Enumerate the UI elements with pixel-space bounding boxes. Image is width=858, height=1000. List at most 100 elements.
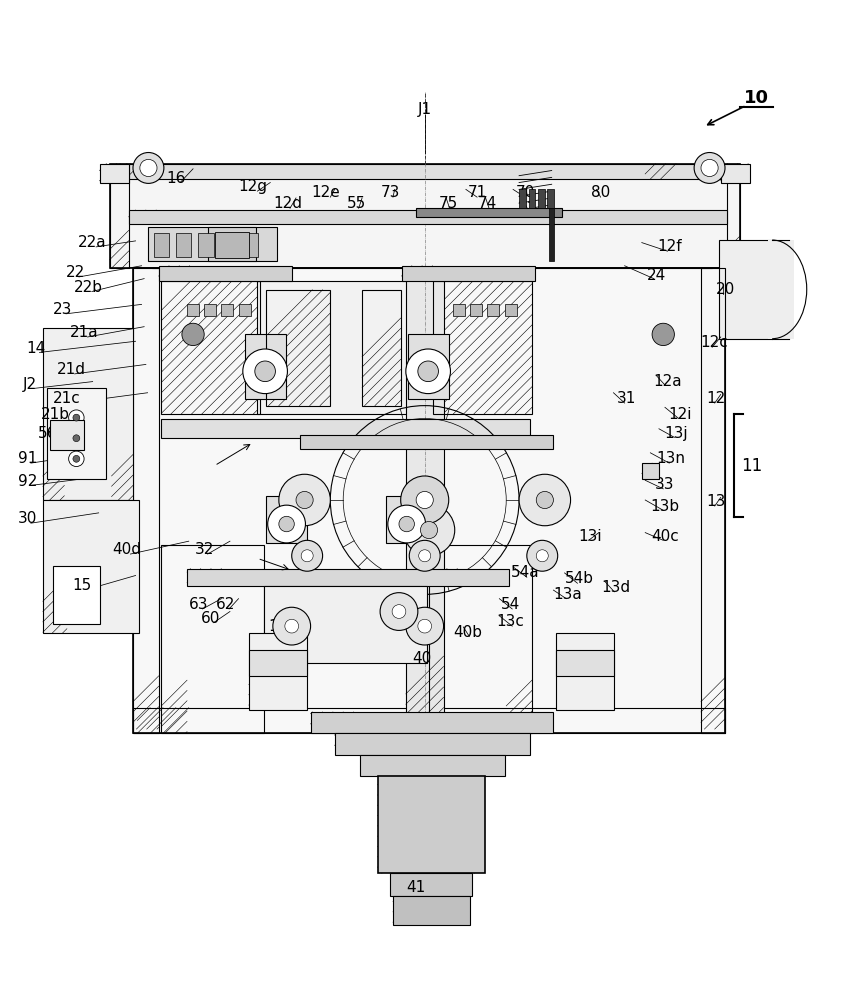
- Bar: [727, 164, 740, 268]
- Text: 73: 73: [381, 185, 400, 200]
- Bar: [362, 290, 401, 406]
- Bar: [406, 279, 444, 733]
- Bar: [556, 633, 614, 710]
- Text: 62: 62: [216, 597, 235, 612]
- Bar: [187, 304, 199, 316]
- Text: 15: 15: [72, 578, 91, 593]
- Text: 32: 32: [195, 542, 214, 557]
- Bar: [221, 233, 236, 257]
- Bar: [43, 328, 133, 500]
- Bar: [393, 896, 470, 925]
- Bar: [249, 650, 307, 676]
- Text: 51: 51: [415, 621, 434, 636]
- Text: 31: 31: [617, 391, 636, 406]
- Bar: [198, 233, 214, 257]
- Circle shape: [301, 550, 313, 562]
- Text: 24: 24: [647, 268, 666, 283]
- Text: 55: 55: [347, 196, 366, 211]
- Bar: [161, 281, 260, 414]
- Text: 70: 70: [516, 185, 535, 200]
- Circle shape: [527, 540, 558, 571]
- Text: 30: 30: [18, 511, 37, 526]
- Bar: [257, 281, 408, 414]
- Circle shape: [73, 414, 80, 421]
- Text: 60: 60: [201, 611, 220, 626]
- Text: 13i: 13i: [578, 529, 602, 544]
- Text: 54: 54: [501, 597, 520, 612]
- Bar: [245, 334, 286, 399]
- Bar: [429, 545, 532, 733]
- Circle shape: [73, 455, 80, 462]
- Circle shape: [73, 435, 80, 442]
- Bar: [176, 233, 191, 257]
- Bar: [386, 496, 427, 543]
- Circle shape: [69, 431, 84, 446]
- Circle shape: [519, 474, 571, 526]
- Text: 22b: 22b: [74, 280, 103, 295]
- Text: 12e: 12e: [311, 185, 341, 200]
- Bar: [264, 586, 427, 663]
- Circle shape: [182, 323, 204, 346]
- Text: 80: 80: [591, 185, 610, 200]
- Circle shape: [279, 516, 294, 532]
- Text: 12: 12: [707, 391, 726, 406]
- Bar: [239, 304, 251, 316]
- Text: 13b: 13b: [650, 499, 680, 514]
- Text: 22: 22: [66, 265, 85, 280]
- Text: 14: 14: [27, 341, 45, 356]
- Bar: [53, 566, 100, 624]
- Bar: [204, 304, 216, 316]
- Bar: [129, 210, 727, 224]
- Circle shape: [694, 153, 725, 183]
- Bar: [505, 304, 517, 316]
- Text: 13c: 13c: [497, 614, 524, 629]
- Bar: [159, 266, 292, 281]
- Circle shape: [69, 410, 84, 425]
- Circle shape: [399, 516, 414, 532]
- Circle shape: [296, 491, 313, 509]
- Circle shape: [273, 607, 311, 645]
- Text: 12g: 12g: [239, 179, 268, 194]
- Bar: [43, 500, 139, 633]
- Bar: [547, 189, 554, 208]
- Bar: [249, 633, 307, 710]
- Text: 12d: 12d: [273, 196, 302, 211]
- Bar: [161, 545, 264, 733]
- Bar: [208, 227, 256, 261]
- Bar: [214, 232, 249, 258]
- Text: 91: 91: [18, 451, 37, 466]
- Text: 54b: 54b: [565, 571, 594, 586]
- Bar: [470, 304, 482, 316]
- Bar: [360, 755, 505, 776]
- Text: 12a: 12a: [653, 374, 682, 389]
- Circle shape: [285, 619, 299, 633]
- Circle shape: [418, 619, 432, 633]
- Bar: [300, 435, 553, 449]
- Text: 21d: 21d: [57, 362, 86, 377]
- Bar: [701, 268, 725, 733]
- Bar: [161, 419, 530, 438]
- Circle shape: [392, 605, 406, 618]
- Bar: [408, 334, 449, 399]
- Bar: [110, 164, 740, 268]
- Bar: [110, 164, 740, 179]
- Text: 13d: 13d: [601, 580, 631, 595]
- Circle shape: [652, 323, 674, 346]
- Bar: [47, 388, 106, 479]
- Text: 40: 40: [413, 651, 432, 666]
- Bar: [133, 268, 725, 733]
- Circle shape: [406, 349, 450, 394]
- Bar: [110, 164, 129, 268]
- Text: 54a: 54a: [511, 565, 540, 580]
- Circle shape: [536, 550, 548, 562]
- Circle shape: [418, 361, 438, 382]
- Bar: [538, 189, 545, 208]
- Bar: [243, 233, 258, 257]
- Bar: [187, 569, 509, 586]
- Text: 33: 33: [656, 477, 674, 492]
- Circle shape: [279, 474, 330, 526]
- Bar: [642, 463, 659, 479]
- Text: 56: 56: [38, 426, 57, 441]
- Bar: [266, 290, 330, 406]
- Circle shape: [409, 540, 440, 571]
